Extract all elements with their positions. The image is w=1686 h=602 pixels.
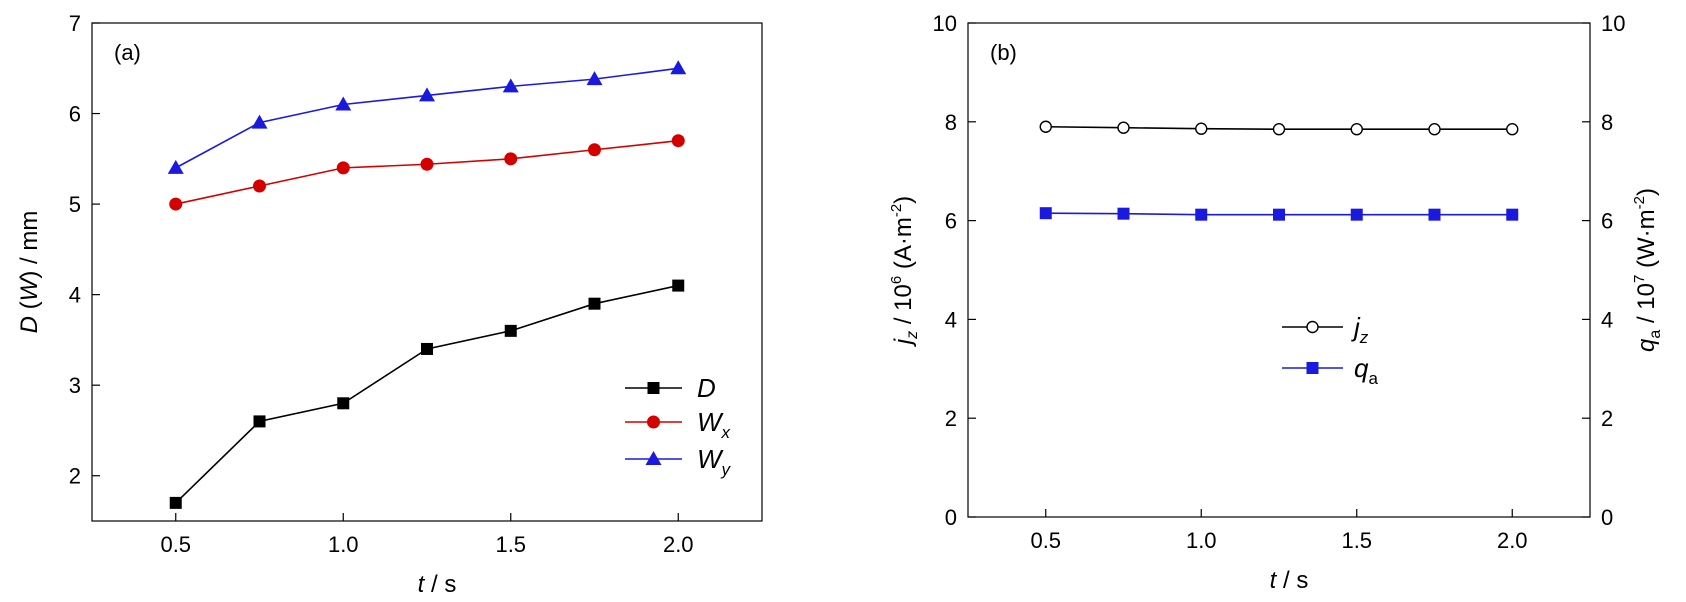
data-point (420, 157, 434, 171)
panel-label: (b) (990, 40, 1017, 65)
series-line (175, 139, 679, 205)
y2-tick-label: 2 (1601, 406, 1613, 431)
data-point (670, 60, 687, 75)
y2-tick-label: 10 (1601, 11, 1625, 36)
y2-tick-label: 8 (1601, 110, 1613, 135)
legend-label: D (697, 373, 716, 403)
y-tick-label: 6 (69, 102, 81, 127)
x-tick-label: 1.0 (328, 532, 359, 557)
legend-label: Wx (697, 407, 731, 442)
y-tick-label: 3 (69, 373, 81, 398)
data-point (169, 496, 182, 509)
data-point (671, 134, 685, 148)
data-point (504, 324, 517, 337)
x-tick-label: 0.5 (1030, 528, 1061, 553)
data-point (504, 152, 518, 166)
y-tick-label: 5 (69, 192, 81, 217)
y2-tick-label: 0 (1601, 505, 1613, 530)
series-jz (1039, 120, 1519, 136)
x-axis-label: t / s (418, 571, 457, 598)
x-tick-label: 1.0 (1186, 528, 1217, 553)
data-point (588, 143, 601, 157)
data-point (588, 297, 601, 310)
data-point (1506, 123, 1519, 136)
legend-label: Wy (697, 444, 732, 479)
data-point (335, 96, 352, 111)
data-point (586, 71, 603, 86)
y-tick-label: 0 (945, 505, 957, 530)
data-point (421, 342, 433, 355)
plot-frame (967, 22, 1591, 518)
y-tick-label: 2 (945, 406, 957, 431)
plot-frame (91, 22, 763, 522)
series-line (175, 67, 679, 169)
data-point (336, 161, 350, 175)
data-point (1273, 208, 1285, 221)
series-Wy (167, 60, 687, 174)
x-tick-label: 1.5 (1341, 528, 1372, 553)
data-point (1039, 207, 1052, 220)
data-point (1428, 123, 1441, 136)
data-point (169, 197, 183, 211)
x-tick-label: 0.5 (160, 532, 191, 557)
x-tick-label: 2.0 (663, 532, 694, 557)
y2-tick-label: 6 (1601, 209, 1613, 234)
chart-panel-b: 0.5 1.0 1.5 2.0 0 2 4 6 8 10 0 2 4 6 8 10 (b) t / s jz / 1… (888, 11, 1664, 594)
legend-marker (1306, 320, 1319, 334)
data-point (1428, 208, 1441, 221)
legend-marker (1306, 362, 1319, 374)
legend: jz qa (1282, 312, 1378, 388)
x-axis-label: t / s (1270, 567, 1309, 594)
series-Wx (169, 134, 685, 211)
legend-marker (647, 382, 660, 394)
data-point (1506, 208, 1519, 221)
y-tick-label: 6 (945, 209, 957, 234)
data-point (1117, 121, 1130, 134)
data-point (1039, 120, 1052, 133)
data-point (1350, 123, 1363, 136)
data-point (419, 87, 435, 102)
data-point (1272, 123, 1286, 136)
y-tick-label: 10 (933, 11, 957, 36)
data-point (1117, 207, 1130, 220)
chart-panel-a: 0.5 1.0 1.5 2.0 2 3 4 5 6 7 (a) t / s D (W) / mm D WxW… (16, 11, 763, 598)
data-point (253, 179, 266, 193)
y-tick-label: 7 (69, 11, 81, 36)
data-point (167, 159, 184, 174)
y-axis-label-right: qa / 107 (W·m-2) (1631, 188, 1664, 352)
data-point (672, 279, 685, 292)
data-point (337, 397, 350, 410)
y-tick-label: 2 (69, 464, 81, 489)
x-tick-label: 1.5 (495, 532, 526, 557)
x-tick-label: 2.0 (1497, 528, 1528, 553)
data-point (1195, 122, 1208, 135)
y-tick-label: 4 (69, 283, 81, 308)
y-tick-label: 4 (945, 307, 957, 332)
legend-label: qa (1354, 353, 1378, 388)
data-point (1350, 208, 1363, 221)
legend-label: jz (1351, 312, 1369, 347)
legend-marker (645, 451, 662, 465)
series-line (175, 284, 679, 504)
data-point (502, 78, 519, 93)
y-axis-label: D (W) / mm (16, 211, 43, 334)
data-point (251, 114, 268, 129)
data-point (253, 415, 266, 428)
y-tick-label: 8 (945, 110, 957, 135)
y-axis-label-left: jz / 106 (A·m-2) (888, 196, 921, 347)
series-D (169, 279, 685, 509)
panel-label: (a) (114, 40, 141, 65)
y2-tick-label: 4 (1601, 307, 1613, 332)
series-qa (1039, 207, 1519, 221)
legend-marker (647, 415, 660, 429)
data-point (1195, 208, 1208, 221)
